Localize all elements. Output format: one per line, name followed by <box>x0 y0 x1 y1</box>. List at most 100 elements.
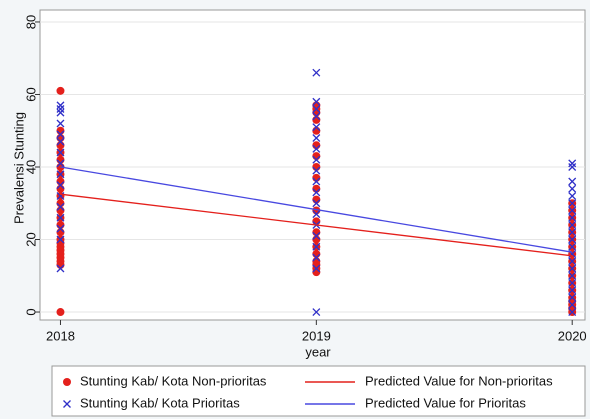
point <box>56 148 65 157</box>
point <box>312 68 321 77</box>
point <box>312 199 321 208</box>
point <box>568 235 577 244</box>
point <box>56 119 65 128</box>
point <box>568 228 577 237</box>
marker-stroke <box>312 105 321 113</box>
fit-line <box>60 193 573 257</box>
point <box>568 163 577 171</box>
marker-stroke <box>568 286 577 295</box>
marker-stroke <box>568 257 577 266</box>
marker-stroke <box>312 68 321 77</box>
point <box>568 257 577 266</box>
marker-stroke <box>312 308 321 316</box>
point <box>568 159 577 168</box>
marker-stroke <box>568 308 577 316</box>
marker-stroke <box>312 166 321 175</box>
point <box>312 188 321 197</box>
point <box>312 231 321 240</box>
legend-label: Stunting Kab/ Kota Prioritas <box>80 395 240 410</box>
marker-stroke <box>56 137 65 146</box>
y-tick-label: 60 <box>23 87 38 101</box>
marker-stroke <box>568 199 577 208</box>
point <box>312 155 321 164</box>
y-axis-title: Prevalensi Stunting <box>11 112 26 224</box>
point <box>312 134 321 142</box>
marker-stroke <box>56 119 65 128</box>
marker-stroke <box>312 188 321 197</box>
fit-line <box>60 166 573 253</box>
point <box>568 192 577 200</box>
marker-stroke <box>568 242 577 251</box>
marker-stroke <box>568 163 577 171</box>
point <box>312 123 321 132</box>
x-axis-title: year <box>305 344 331 359</box>
marker-stroke <box>312 199 321 208</box>
point <box>56 170 65 179</box>
marker-stroke <box>568 279 577 287</box>
point <box>312 144 321 153</box>
marker-stroke <box>56 159 65 168</box>
marker-stroke <box>56 101 65 110</box>
legend-label: Stunting Kab/ Kota Non-prioritas <box>80 373 267 388</box>
marker-stroke <box>568 159 577 168</box>
marker-stroke <box>56 181 65 190</box>
point <box>56 308 65 317</box>
marker-stroke <box>56 130 65 139</box>
y-tick-label: 20 <box>23 232 38 246</box>
marker-stroke <box>568 221 577 229</box>
point <box>568 286 577 295</box>
plot-area <box>39 9 586 321</box>
point <box>312 166 321 175</box>
legend-symbol <box>63 400 71 408</box>
point <box>56 202 65 211</box>
point <box>56 224 65 233</box>
marker-stroke <box>568 206 577 215</box>
marker-stroke <box>312 155 321 164</box>
marker-stroke <box>56 105 65 113</box>
y-tick-label: 40 <box>23 160 38 174</box>
marker-stroke <box>56 148 65 157</box>
marker-stroke <box>568 177 577 186</box>
point <box>312 112 321 121</box>
marker-stroke <box>312 97 321 106</box>
point <box>56 137 65 146</box>
point <box>312 264 321 273</box>
marker-stroke <box>312 210 321 219</box>
marker-stroke <box>56 224 65 233</box>
x-tick-label: 2019 <box>302 328 331 343</box>
point <box>568 279 577 287</box>
point <box>568 271 577 280</box>
point <box>568 184 577 193</box>
marker-stroke <box>312 123 321 132</box>
point <box>312 253 321 262</box>
marker-stroke <box>568 184 577 193</box>
point <box>312 308 321 316</box>
marker-stroke <box>56 202 65 211</box>
marker-stroke <box>312 242 321 251</box>
point <box>312 242 321 251</box>
y-tick-label: 80 <box>23 15 38 29</box>
marker-stroke <box>312 253 321 262</box>
legend-symbol <box>63 378 71 386</box>
point <box>56 192 65 200</box>
point <box>56 86 65 95</box>
marker-stroke <box>56 192 65 200</box>
point <box>312 97 321 106</box>
marker-stroke <box>312 264 321 273</box>
marker-stroke <box>568 235 577 244</box>
marker-stroke <box>568 250 577 258</box>
marker-stroke <box>568 213 577 222</box>
marker-stroke <box>56 108 65 117</box>
marker-stroke <box>56 213 65 222</box>
x-tick-label: 2020 <box>558 328 587 343</box>
point <box>568 242 577 251</box>
legend-label: Predicted Value for Prioritas <box>365 395 526 410</box>
marker-stroke <box>568 192 577 200</box>
point <box>568 300 577 309</box>
legend-label: Predicted Value for Non-prioritas <box>365 373 553 388</box>
point <box>56 159 65 168</box>
point <box>56 130 65 139</box>
point <box>568 199 577 208</box>
y-tick-label: 0 <box>23 308 38 315</box>
